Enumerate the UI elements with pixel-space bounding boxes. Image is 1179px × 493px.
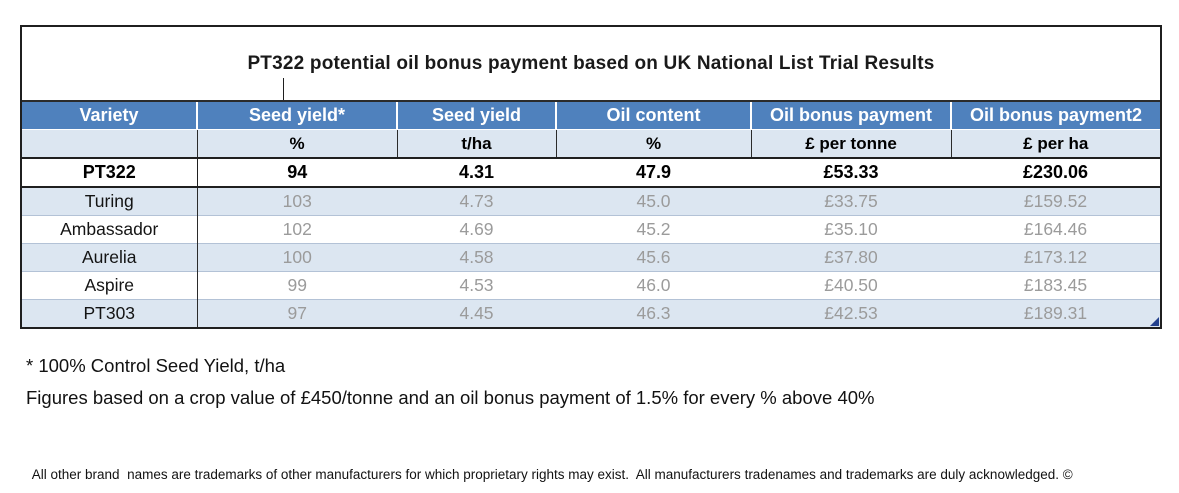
unit-cell-percent-oil: % [555,129,751,159]
oil-content-value: 47.9 [556,158,751,188]
oil-bonus-ha-value: £189.31 [951,299,1160,327]
unit-cell-per-tonne: £ per tonne [750,129,951,159]
footnote-control-seed-yield: * 100% Control Seed Yield, t/ha [26,355,286,376]
oil-bonus-tonne-value: £35.10 [751,215,951,244]
table-row-aurelia: Aurelia 100 4.58 45.6 £37.80 £173.12 [22,243,1160,272]
oil-bonus-tonne-value: £40.50 [751,271,951,300]
oil-bonus-ha-value: £164.46 [951,215,1160,244]
unit-cell-per-ha: £ per ha [950,129,1160,159]
seed-yield-pct-value: 100 [197,243,397,272]
fine-print-line-1: All other brand names are trademarks of … [28,467,1073,482]
seed-yield-pct-value: 102 [197,215,397,244]
oil-bonus-ha-value: £173.12 [951,243,1160,272]
oil-bonus-table: PT322 potential oil bonus payment based … [20,25,1162,329]
footnote-assumptions: Figures based on a crop value of £450/to… [26,387,875,408]
oil-content-value: 45.6 [556,243,751,272]
column-header-seed-yield-tha: Seed yield [396,100,556,130]
oil-content-value: 45.2 [556,215,751,244]
column-header-seed-yield-pct: Seed yield* [196,100,397,130]
seed-yield-pct-value: 97 [197,299,397,327]
unit-cell-variety [22,129,197,159]
units-row: % t/ha % £ per tonne £ per ha [22,129,1160,159]
oil-bonus-ha-value: £230.06 [951,158,1160,188]
seed-yield-pct-value: 94 [197,158,397,188]
seed-yield-pct-value: 99 [197,271,397,300]
header-row: Variety Seed yield* Seed yield Oil conte… [22,100,1160,130]
variety-name: Aurelia [22,243,198,272]
seed-yield-tha-value: 4.53 [397,271,556,300]
column-header-oil-bonus-payment: Oil bonus payment [750,100,951,130]
variety-name: Ambassador [22,215,198,244]
seed-yield-tha-value: 4.69 [397,215,556,244]
column-header-oil-content: Oil content [555,100,751,130]
variety-name: Aspire [22,271,198,300]
legal-fine-print: All other brand names are trademarks of … [28,420,1158,493]
table-row-aspire: Aspire 99 4.53 46.0 £40.50 £183.45 [22,271,1160,300]
oil-content-value: 46.0 [556,271,751,300]
seed-yield-tha-value: 4.45 [397,299,556,327]
variety-name: Turing [22,186,198,216]
oil-bonus-ha-value: £159.52 [951,186,1160,216]
variety-name: PT303 [22,299,198,327]
oil-content-value: 46.3 [556,299,751,327]
table-title: PT322 potential oil bonus payment based … [247,52,935,74]
variety-data-table: Variety Seed yield* Seed yield Oil conte… [22,100,1160,327]
column-header-variety: Variety [22,100,197,130]
table-row-turing: Turing 103 4.73 45.0 £33.75 £159.52 [22,186,1160,216]
oil-bonus-ha-value: £183.45 [951,271,1160,300]
oil-bonus-tonne-value: £53.33 [751,158,951,188]
seed-yield-tha-value: 4.58 [397,243,556,272]
oil-bonus-tonne-value: £42.53 [751,299,951,327]
oil-content-value: 45.0 [556,186,751,216]
spreadsheet-resize-handle-icon [1150,317,1159,326]
unit-cell-tha: t/ha [396,129,556,159]
table-row-ambassador: Ambassador 102 4.69 45.2 £35.10 £164.46 [22,215,1160,244]
seed-yield-tha-value: 4.31 [397,158,556,188]
table-row-pt322: PT322 94 4.31 47.9 £53.33 £230.06 [22,158,1160,188]
unit-cell-percent: % [196,129,397,159]
table-title-row: PT322 potential oil bonus payment based … [22,27,1160,100]
seed-yield-tha-value: 4.73 [397,186,556,216]
table-row-pt303: PT303 97 4.45 46.3 £42.53 £189.31 [22,299,1160,327]
cell-border-artifact [283,78,284,100]
column-header-oil-bonus-payment2: Oil bonus payment2 [950,100,1160,130]
oil-bonus-tonne-value: £33.75 [751,186,951,216]
variety-name: PT322 [22,158,198,188]
oil-bonus-tonne-value: £37.80 [751,243,951,272]
seed-yield-pct-value: 103 [197,186,397,216]
footnotes: * 100% Control Seed Yield, t/ha Figures … [26,350,874,414]
